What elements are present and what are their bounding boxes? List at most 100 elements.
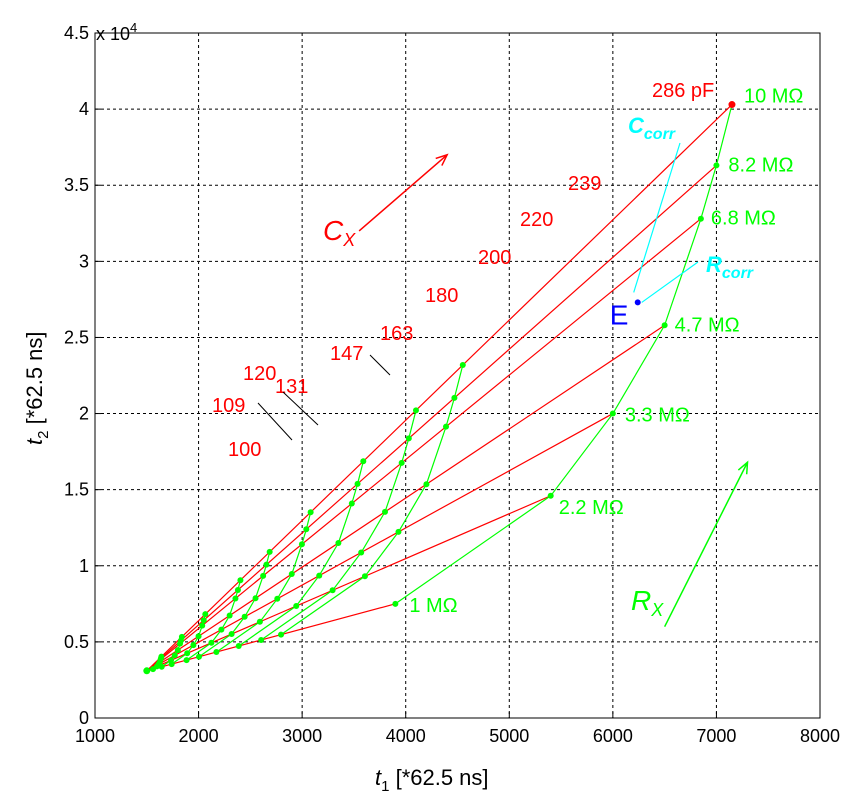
e-point bbox=[634, 299, 641, 306]
data-point bbox=[208, 639, 215, 646]
data-point bbox=[329, 587, 336, 594]
cx-arrow-head bbox=[435, 153, 449, 166]
cx-label: 180 bbox=[425, 285, 458, 307]
cx-label: 131 bbox=[275, 376, 308, 398]
data-point bbox=[158, 653, 165, 660]
data-point bbox=[298, 541, 305, 548]
data-point bbox=[274, 595, 281, 602]
grid bbox=[95, 33, 820, 718]
data-point bbox=[266, 548, 273, 555]
annotations: CX RX Ccorr Rcorr E bbox=[323, 113, 754, 628]
origin-point bbox=[143, 667, 151, 675]
y-tick-label: 3 bbox=[79, 251, 89, 271]
data-point bbox=[234, 586, 241, 593]
y-tick-label: 4 bbox=[79, 99, 89, 119]
rx-label: 10 MΩ bbox=[744, 86, 803, 108]
data-point bbox=[195, 653, 202, 660]
plot-frame bbox=[94, 32, 821, 719]
data-point bbox=[412, 407, 419, 414]
data-point bbox=[697, 215, 704, 222]
rx-arrow-head bbox=[737, 460, 749, 475]
cx-label: 147 bbox=[330, 343, 363, 365]
y-tick-label: 2 bbox=[79, 404, 89, 424]
data-point bbox=[237, 577, 244, 584]
data-point bbox=[195, 633, 202, 640]
data-point bbox=[547, 492, 554, 499]
rx-direction-label: RX bbox=[631, 585, 664, 620]
x-tick-label: 4000 bbox=[386, 726, 426, 746]
x-tick-label: 1000 bbox=[75, 726, 115, 746]
cx-label: 120 bbox=[243, 363, 276, 385]
x-tick-label: 2000 bbox=[179, 726, 219, 746]
rx-line bbox=[146, 164, 717, 672]
data-point bbox=[382, 508, 388, 515]
ccorr-label: Ccorr bbox=[628, 113, 676, 143]
data-point bbox=[200, 617, 207, 624]
rcorr-label: Rcorr bbox=[706, 252, 754, 282]
cx-direction-label: CX bbox=[323, 215, 356, 250]
rcorr-leader bbox=[641, 261, 699, 303]
data-point bbox=[168, 661, 175, 668]
data-point bbox=[348, 500, 355, 507]
y-tick-label: 4.5 bbox=[64, 23, 89, 43]
data-point bbox=[232, 595, 239, 602]
x-tick-label: 7000 bbox=[696, 726, 736, 746]
endpoint-286pf bbox=[728, 101, 736, 109]
data-point bbox=[199, 622, 206, 629]
data-point bbox=[360, 458, 367, 465]
data-point bbox=[316, 572, 323, 579]
y-tick-label: 3.5 bbox=[64, 175, 89, 195]
data-point bbox=[293, 603, 300, 610]
data-point bbox=[202, 611, 209, 618]
cx-label: 239 bbox=[568, 173, 601, 195]
x-tick-label: 5000 bbox=[489, 726, 529, 746]
rx-line bbox=[146, 104, 733, 672]
x-axis-label: t1 [*62.5 ns] bbox=[375, 765, 489, 795]
data-point bbox=[190, 642, 197, 649]
cx-curve bbox=[260, 410, 417, 641]
cx-label: 200 bbox=[478, 247, 511, 269]
data-point bbox=[278, 631, 285, 638]
y-tick-label: 0.5 bbox=[64, 632, 89, 652]
y-tick-label: 0 bbox=[79, 708, 89, 728]
cx-curve bbox=[238, 461, 364, 647]
rx-line bbox=[146, 495, 551, 672]
rx-label: 1 MΩ bbox=[409, 595, 457, 617]
data-point bbox=[392, 600, 399, 607]
x-tick-label: 3000 bbox=[282, 726, 322, 746]
data-point bbox=[713, 162, 720, 169]
data-point bbox=[361, 573, 368, 580]
data-point bbox=[171, 652, 178, 659]
cx-label: 163 bbox=[380, 323, 413, 345]
rx-line bbox=[146, 413, 614, 672]
data-point bbox=[661, 322, 668, 329]
data-point bbox=[423, 481, 430, 488]
data-point bbox=[398, 459, 405, 466]
data-point bbox=[226, 612, 233, 619]
data-point bbox=[235, 643, 242, 650]
leader-120 bbox=[282, 391, 319, 426]
data-point bbox=[258, 637, 265, 644]
data-point bbox=[443, 423, 450, 430]
data-point bbox=[241, 613, 248, 620]
data-point bbox=[307, 509, 314, 516]
data-point bbox=[178, 633, 185, 640]
rx-line bbox=[146, 218, 702, 672]
data-point bbox=[228, 631, 235, 638]
rx-series-lines bbox=[146, 104, 733, 672]
cx-label: 220 bbox=[520, 209, 553, 231]
data-point bbox=[335, 539, 342, 546]
cx-curve bbox=[216, 512, 312, 653]
rx-label: 3.3 MΩ bbox=[625, 405, 690, 427]
y-exponent-label: x 104 bbox=[96, 20, 137, 44]
x-tick-label: 6000 bbox=[593, 726, 633, 746]
data-point bbox=[183, 657, 190, 664]
cx-label: 286 pF bbox=[652, 80, 714, 102]
y-axis-label: t2 [*62.5 ns] bbox=[22, 331, 52, 445]
ccorr-leader bbox=[633, 142, 681, 293]
y-tick-label: 1.5 bbox=[64, 480, 89, 500]
plot-border bbox=[94, 32, 821, 719]
data-point bbox=[451, 394, 458, 401]
rx-arrow bbox=[663, 461, 749, 628]
data-point bbox=[609, 410, 616, 417]
